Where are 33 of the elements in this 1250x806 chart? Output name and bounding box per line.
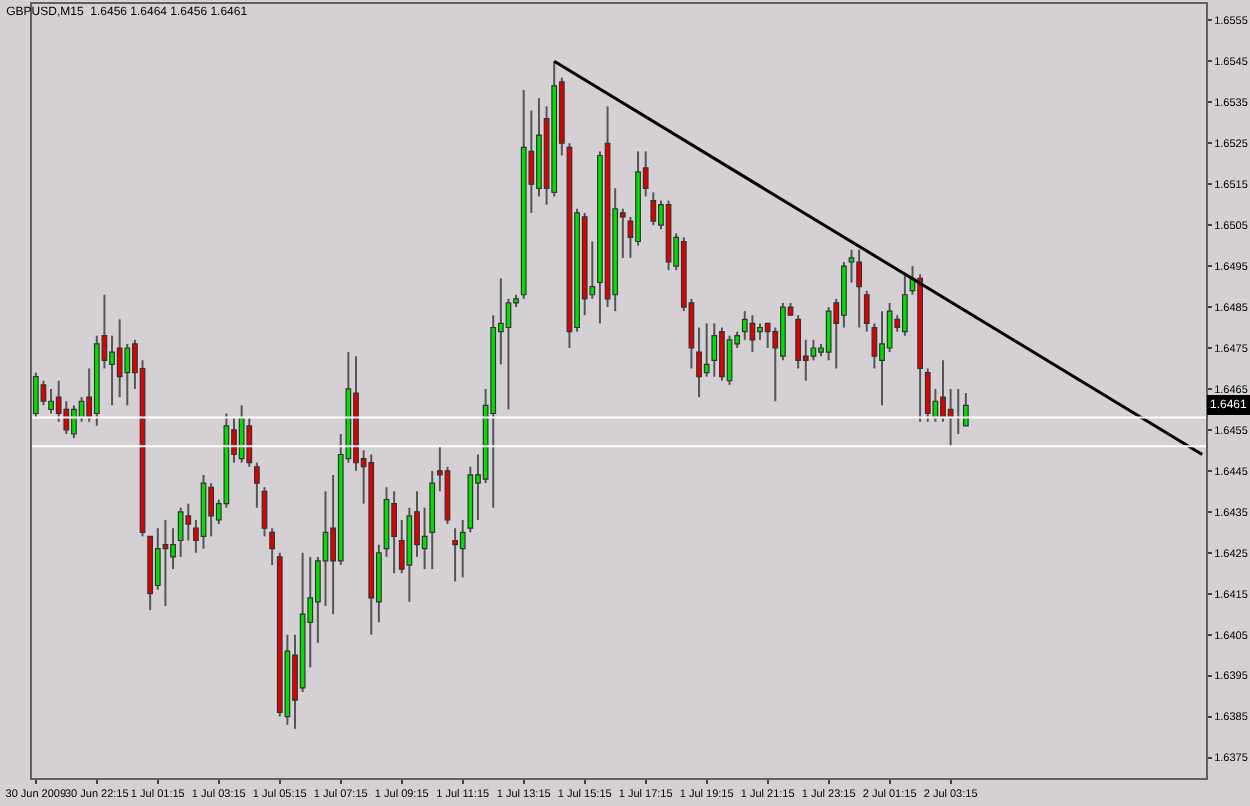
- candlestick: [40, 379, 47, 407]
- candlestick: [414, 490, 420, 558]
- candlestick: [170, 527, 176, 571]
- candlestick: [856, 248, 863, 329]
- candlestick: [48, 387, 54, 415]
- candlestick: [848, 248, 855, 284]
- candlestick: [452, 527, 458, 583]
- candlestick: [162, 519, 169, 607]
- candlestick: [825, 306, 832, 362]
- candlestick: [177, 506, 184, 558]
- candlestick: [71, 404, 77, 440]
- candlestick: [795, 314, 802, 370]
- candlestick: [749, 314, 756, 354]
- candlestick: [254, 461, 260, 509]
- candlestick: [962, 392, 969, 427]
- candlestick: [208, 482, 215, 538]
- candlestick: [109, 334, 115, 407]
- candlestick: [947, 387, 954, 448]
- candlestick: [879, 310, 885, 407]
- candlestick: [124, 342, 131, 407]
- candlestick: [719, 326, 725, 382]
- candlestick: [711, 322, 718, 378]
- candlestick: [650, 191, 657, 227]
- candlestick: [238, 404, 245, 464]
- candlestick: [940, 359, 946, 423]
- candlestick: [185, 502, 192, 542]
- candlestick: [886, 301, 893, 354]
- candlestick: [901, 273, 908, 337]
- candlestick: [703, 322, 710, 378]
- candlestick: [116, 318, 123, 399]
- candlestick: [696, 326, 702, 399]
- candlestick: [924, 367, 931, 423]
- candlestick: [391, 490, 397, 575]
